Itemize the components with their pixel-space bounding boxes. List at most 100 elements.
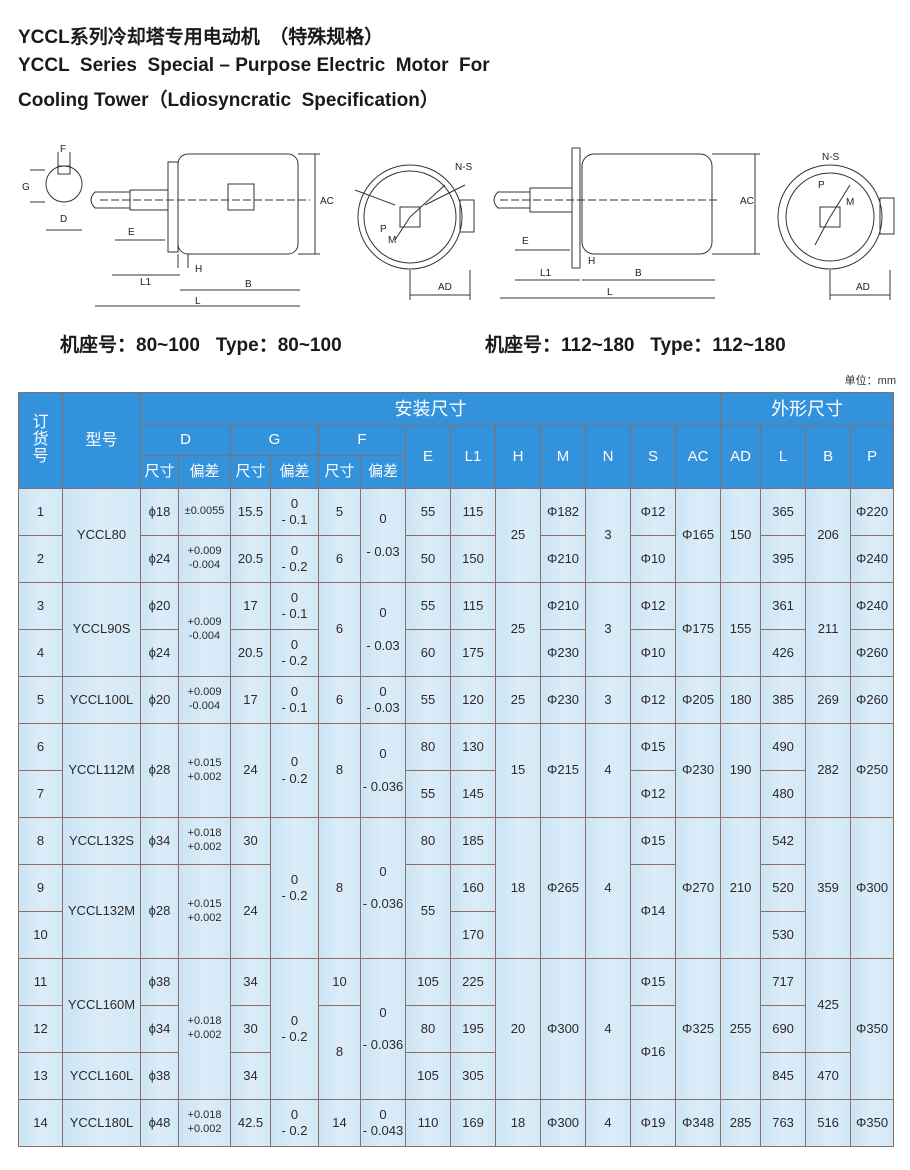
table-cell: 365 xyxy=(760,488,807,536)
table-cell: 150 xyxy=(720,488,762,583)
table-cell: 763 xyxy=(760,1099,807,1147)
table-cell: 15 xyxy=(495,723,541,818)
table-cell: Φ300 xyxy=(850,817,895,959)
title-en-line1: YCCL Series Special – Purpose Electric M… xyxy=(18,55,490,76)
caption-left: 机座号：80~100 Type：80~100 xyxy=(60,335,342,356)
motor-side-view-large: AC E L1 H B L xyxy=(493,147,760,299)
svg-text:AC: AC xyxy=(740,196,754,207)
table-cell: 0 - 0.2 xyxy=(270,817,319,959)
table-cell: 115 xyxy=(450,488,496,536)
table-cell: 426 xyxy=(760,629,807,677)
table-cell: 155 xyxy=(720,582,762,677)
table-cell: 4 xyxy=(585,723,631,818)
caption-right: 机座号：112~180 Type：112~180 xyxy=(485,335,786,356)
table-row: 6 YCCL112M ϕ28 +0.015 +0.002 24 0 - 0.2 8 0 - 0… xyxy=(18,723,895,818)
table-cell: 0 - 0.03 xyxy=(360,582,406,677)
table-cell: 55 xyxy=(405,770,451,818)
table-cell: 7 xyxy=(18,770,63,818)
table-cell: 55 xyxy=(405,676,451,724)
table-cell: ϕ34 xyxy=(140,1005,179,1053)
table-cell: Φ175 xyxy=(674,582,722,677)
table-cell: 55 xyxy=(405,864,451,959)
svg-text:P: P xyxy=(380,224,387,235)
svg-text:P: P xyxy=(818,180,825,191)
table-cell: 269 xyxy=(805,676,852,724)
header-order-no: 订 货 号 xyxy=(18,392,63,489)
table-cell: 0 - 0.036 xyxy=(360,958,406,1100)
table-cell: 13 xyxy=(18,1052,63,1100)
svg-text:E: E xyxy=(522,236,529,247)
table-cell: Φ250 xyxy=(850,723,895,818)
svg-text:N-S: N-S xyxy=(822,152,840,163)
table-cell: YCCL80 xyxy=(62,488,141,583)
table-cell: 130 xyxy=(450,723,496,771)
table-cell: 480 xyxy=(760,770,807,818)
table-cell: 80 xyxy=(405,817,451,865)
table-cell: 490 xyxy=(760,723,807,771)
table-cell: 80 xyxy=(405,723,451,771)
table-cell: 0 - 0.036 xyxy=(360,817,406,959)
table-cell: Φ350 xyxy=(850,1099,895,1147)
table-cell: Φ12 xyxy=(630,676,676,724)
table-cell: 3 xyxy=(585,676,631,724)
table-cell: ϕ24 xyxy=(140,629,179,677)
table-cell: 4 xyxy=(18,629,63,677)
table-cell: 80 xyxy=(405,1005,451,1053)
table-cell: YCCL132M xyxy=(62,864,141,959)
table-cell: 0 - 0.03 xyxy=(360,488,406,583)
spec-table-body: 1 YCCL80 ϕ18 ±0.0055 15.5 0 - 0.1 5 0 - 0.03 55 1… xyxy=(18,488,895,1147)
table-row: 10 170 530 xyxy=(18,911,894,959)
table-cell: Φ230 xyxy=(674,723,722,818)
svg-text:B: B xyxy=(245,279,252,290)
table-cell: 8 xyxy=(318,723,361,818)
table-cell: YCCL160L xyxy=(62,1052,141,1100)
table-row: 14 YCCL180L ϕ48 +0.018 +0.002 42.5 0 - 0.2 14 0… xyxy=(18,1099,895,1147)
header-outline-dims: 外形尺寸 xyxy=(720,392,895,426)
table-cell: Φ350 xyxy=(850,958,895,1100)
table-cell: 14 xyxy=(18,1099,63,1147)
table-cell: 14 xyxy=(318,1099,361,1147)
table-cell: 690 xyxy=(760,1005,807,1053)
svg-text:AD: AD xyxy=(856,282,870,293)
table-cell: ϕ38 xyxy=(140,958,179,1006)
table-cell: 12 xyxy=(18,1005,63,1053)
svg-text:E: E xyxy=(128,227,135,238)
table-cell: Φ10 xyxy=(630,629,676,677)
table-cell: Φ12 xyxy=(630,582,676,630)
table-cell: 42.5 xyxy=(230,1099,271,1147)
header-L: L xyxy=(760,425,807,489)
header-F-tol: 偏差 xyxy=(360,455,406,489)
table-row: 8 YCCL132S ϕ34 +0.018 +0.002 30 0 - 0.2 8 0 - 0… xyxy=(18,817,895,959)
title-cn: YCCL系列冷却塔专用电动机 （特殊规格） xyxy=(18,27,384,48)
svg-text:L1: L1 xyxy=(540,268,552,279)
table-cell: 0 - 0.1 xyxy=(270,582,319,630)
table-cell: 0 - 0.2 xyxy=(270,723,319,818)
header-D: D xyxy=(140,425,231,456)
svg-text:AC: AC xyxy=(320,196,334,207)
svg-text:G: G xyxy=(22,182,30,193)
table-cell: ϕ48 xyxy=(140,1099,179,1147)
table-cell: Φ14 xyxy=(630,864,676,959)
table-cell: 25 xyxy=(495,488,541,583)
table-cell: Φ300 xyxy=(540,1099,586,1147)
svg-text:H: H xyxy=(195,264,202,275)
table-cell: 0 - 0.2 xyxy=(270,958,319,1100)
motor-end-view-large: N-S P M AD xyxy=(777,152,895,300)
header-AC: AC xyxy=(674,425,722,489)
header-B: B xyxy=(805,425,852,489)
table-cell: 0 - 0.03 xyxy=(360,676,406,724)
header-AD: AD xyxy=(720,425,762,489)
title-en-line2: Cooling Tower（Ldiosyncratic Specificatio… xyxy=(18,90,439,111)
table-cell: 10 xyxy=(318,958,361,1006)
table-cell: 17 xyxy=(230,676,271,724)
table-cell: Φ16 xyxy=(630,1005,676,1100)
table-cell: 18 xyxy=(495,817,541,959)
table-cell: 11 xyxy=(18,958,63,1006)
table-cell: 34 xyxy=(230,958,271,1006)
unit-label: 单位：mm xyxy=(844,375,896,387)
table-cell: 60 xyxy=(405,629,451,677)
svg-text:AD: AD xyxy=(438,282,452,293)
table-row: 13 YCCL160L ϕ38 34 105 305 845 470 xyxy=(18,1052,894,1100)
table-cell: 8 xyxy=(318,817,361,959)
svg-text:M: M xyxy=(388,235,396,246)
